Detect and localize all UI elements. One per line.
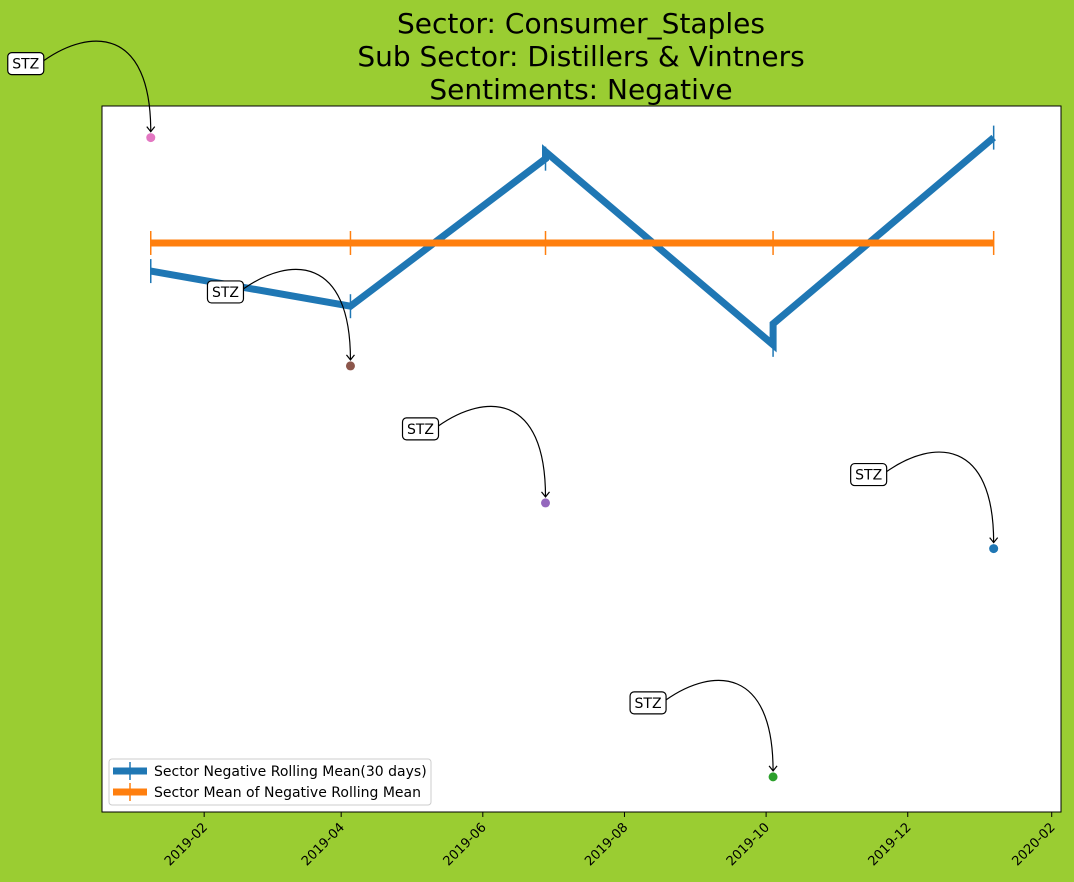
series-layer	[150, 125, 996, 357]
annotation-label: STZ	[635, 696, 662, 712]
legend: Sector Negative Rolling Mean(30 days) Sec…	[108, 758, 432, 806]
chart-title-line: Sentiments: Negative	[429, 73, 732, 106]
annotation-arrow	[438, 405, 550, 498]
x-tick-label: 2019-06	[441, 820, 490, 869]
annotation-label-box	[7, 52, 45, 76]
chart-title-line: Sub Sector: Distillers & Vintners	[357, 40, 804, 73]
x-tick-label: 2020-02	[1010, 820, 1059, 869]
annotation-arrow	[886, 451, 999, 544]
annotation-label-box	[850, 462, 888, 487]
legend-box	[108, 758, 432, 806]
annotation-label-box	[629, 691, 667, 715]
annotation-label: STZ	[855, 468, 882, 484]
x-tick-label: 2019-04	[299, 820, 348, 869]
annotation-layer: STZ STZ STZ STZ STZ	[7, 40, 999, 782]
annotation-arrow	[665, 679, 778, 772]
x-axis: 2019-02 2019-04 2019-06 2019-08 2019-10 2019-…	[162, 812, 1059, 869]
annotation-point	[989, 544, 999, 554]
x-tick-label: 2019-12	[866, 820, 915, 869]
annotation-label: STZ	[12, 57, 39, 73]
annotation-point	[146, 133, 156, 143]
legend-label: Sector Negative Rolling Mean(30 days)	[154, 764, 427, 780]
chart-title-line: Sector: Consumer_Staples	[397, 7, 765, 40]
annotation-label: STZ	[407, 422, 434, 438]
annotation-label-box	[206, 280, 245, 304]
annotation-point	[768, 772, 778, 782]
x-tick-label: 2019-10	[724, 820, 773, 869]
annotation-point	[541, 498, 551, 508]
annotation-label: STZ	[212, 285, 239, 301]
legend-label: Sector Mean of Negative Rolling Mean	[154, 785, 421, 801]
annotation-arrow	[43, 40, 156, 133]
annotation-point	[345, 361, 355, 371]
annotation-label-box	[401, 417, 440, 441]
annotation-arrow	[243, 268, 355, 361]
x-tick-label: 2019-02	[162, 820, 211, 869]
x-tick-label: 2019-08	[582, 820, 631, 869]
plot-area	[101, 105, 1062, 813]
